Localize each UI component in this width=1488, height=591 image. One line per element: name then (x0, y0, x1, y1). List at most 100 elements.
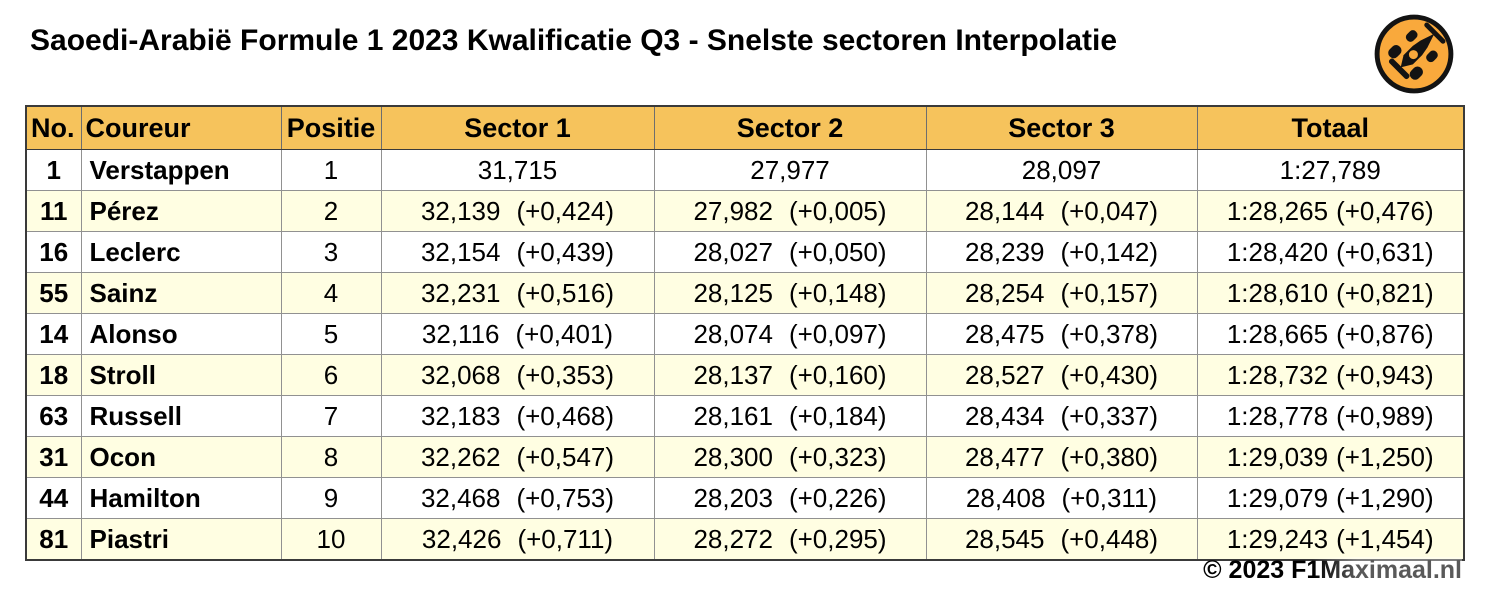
time: 32,139 (420, 195, 501, 226)
sector2-time: 28,300 (+0,323) (653, 436, 927, 478)
time: 28,125 (693, 277, 773, 308)
sector3-time: 28,254 (+0,157) (925, 272, 1198, 314)
sector3-time: 28,097 (925, 149, 1198, 191)
time: 28,137 (693, 359, 773, 390)
time: 32,426 (421, 523, 502, 554)
driver-number: 44 (25, 477, 82, 519)
sector1-time: 32,231 (+0,516) (380, 272, 655, 314)
sector1-time: 32,116 (+0,401) (380, 313, 655, 355)
sector3-time: 28,434 (+0,337) (925, 395, 1198, 437)
driver-name: Alonso (80, 313, 282, 355)
driver-name: Russell (80, 395, 282, 437)
time: 28,144 (964, 195, 1045, 226)
position: 5 (280, 313, 382, 355)
time: 1:29,243 (1226, 523, 1329, 554)
delta: (+0,989) (1336, 400, 1434, 431)
delta: (+0,323) (788, 441, 887, 472)
delta: (+0,476) (1336, 195, 1434, 226)
sector3-time: 28,408 (+0,311) (925, 477, 1198, 519)
sector2-time: 28,074 (+0,097) (653, 313, 927, 355)
delta: (+0,439) (516, 236, 615, 267)
delta: (+1,290) (1336, 482, 1434, 513)
delta: (+0,821) (1336, 277, 1434, 308)
time: 28,074 (693, 318, 773, 349)
sector3-time: 28,475 (+0,378) (925, 313, 1198, 355)
time: 1:28,732 (1226, 359, 1329, 390)
time: 28,300 (693, 441, 773, 472)
time: 28,434 (964, 400, 1045, 431)
time: 28,203 (693, 482, 773, 513)
time: 1:28,665 (1226, 318, 1329, 349)
time: 28,254 (964, 277, 1045, 308)
time: 27,982 (693, 195, 773, 226)
driver-name: Ocon (80, 436, 282, 478)
driver-number: 55 (25, 272, 82, 314)
delta: (+0,142) (1060, 236, 1159, 267)
driver-name: Leclerc (80, 231, 282, 273)
f1-car-icon (1374, 14, 1454, 94)
time: 28,097 (1021, 154, 1102, 185)
time: 32,468 (420, 482, 501, 513)
position: 8 (280, 436, 382, 478)
total-time: 1:28,778 (+0,989) (1196, 395, 1465, 437)
table-row: 14 Alonso 5 32,116 (+0,401) 28,074 (+0,097… (25, 313, 1465, 355)
sector2-time: 28,203 (+0,226) (653, 477, 927, 519)
driver-number: 81 (25, 518, 82, 561)
copyright-text: © 2023 F1Maximaal.nl (1203, 556, 1462, 584)
table-row: 31 Ocon 8 32,262 (+0,547) 28,300 (+0,323) … (25, 436, 1465, 478)
delta: (+0,047) (1060, 195, 1159, 226)
delta: (+0,226) (788, 482, 887, 513)
time: 1:29,039 (1226, 441, 1329, 472)
delta: (+0,295) (788, 523, 887, 554)
delta: (+0,448) (1060, 523, 1159, 554)
position: 7 (280, 395, 382, 437)
position: 2 (280, 190, 382, 232)
time: 1:28,265 (1226, 195, 1329, 226)
time: 32,116 (421, 318, 500, 349)
time: 1:28,420 (1226, 236, 1329, 267)
table-row: 16 Leclerc 3 32,154 (+0,439) 28,027 (+0,05… (25, 231, 1465, 273)
driver-number: 63 (25, 395, 82, 437)
driver-name: Hamilton (80, 477, 282, 519)
total-time: 1:28,265 (+0,476) (1196, 190, 1465, 232)
sector3-time: 28,527 (+0,430) (925, 354, 1198, 396)
time: 31,715 (477, 154, 558, 185)
delta: (+0,401) (515, 318, 614, 349)
delta: (+1,250) (1336, 441, 1434, 472)
sector2-time: 27,982 (+0,005) (653, 190, 927, 232)
total-time: 1:27,789 (1196, 149, 1465, 191)
time: 32,068 (420, 359, 501, 390)
sector2-time: 28,161 (+0,184) (653, 395, 927, 437)
sector1-time: 32,068 (+0,353) (380, 354, 655, 396)
driver-number: 1 (25, 149, 82, 191)
delta: (+0,160) (788, 359, 887, 390)
col-header-coureur: Coureur (80, 105, 282, 150)
total-time: 1:29,079 (+1,290) (1196, 477, 1465, 519)
total-time: 1:28,610 (+0,821) (1196, 272, 1465, 314)
driver-name: Sainz (80, 272, 282, 314)
sector1-time: 32,468 (+0,753) (380, 477, 655, 519)
table-row: 18 Stroll 6 32,068 (+0,353) 28,137 (+0,160… (25, 354, 1465, 396)
time: 28,408 (965, 482, 1046, 513)
delta: (+0,157) (1060, 277, 1159, 308)
time: 28,527 (964, 359, 1045, 390)
delta: (+0,943) (1336, 359, 1434, 390)
delta: (+0,876) (1336, 318, 1434, 349)
position: 1 (280, 149, 382, 191)
sector3-time: 28,144 (+0,047) (925, 190, 1198, 232)
total-time: 1:28,732 (+0,943) (1196, 354, 1465, 396)
time: 28,272 (693, 523, 773, 554)
driver-number: 31 (25, 436, 82, 478)
delta: (+0,547) (516, 441, 615, 472)
table-row: 63 Russell 7 32,183 (+0,468) 28,161 (+0,18… (25, 395, 1465, 437)
delta: (+0,468) (516, 400, 615, 431)
driver-number: 14 (25, 313, 82, 355)
sector2-time: 28,027 (+0,050) (653, 231, 927, 273)
time: 28,161 (693, 400, 773, 431)
delta: (+0,516) (516, 277, 615, 308)
delta: (+0,353) (516, 359, 615, 390)
position: 3 (280, 231, 382, 273)
time: 32,262 (420, 441, 501, 472)
time: 28,027 (693, 236, 773, 267)
time: 32,183 (420, 400, 501, 431)
